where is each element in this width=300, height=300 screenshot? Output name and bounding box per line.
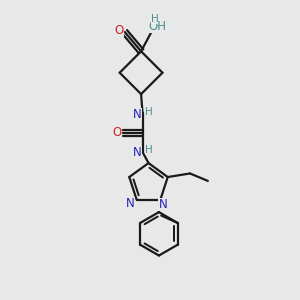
Text: H: H bbox=[151, 14, 158, 24]
Text: N: N bbox=[158, 199, 167, 212]
Text: O: O bbox=[113, 126, 122, 139]
Text: O: O bbox=[115, 24, 124, 37]
Text: H: H bbox=[145, 107, 153, 117]
Text: N: N bbox=[126, 197, 135, 210]
Text: OH: OH bbox=[148, 20, 166, 33]
Text: N: N bbox=[133, 146, 142, 160]
Text: N: N bbox=[133, 108, 142, 121]
Text: H: H bbox=[145, 145, 153, 155]
